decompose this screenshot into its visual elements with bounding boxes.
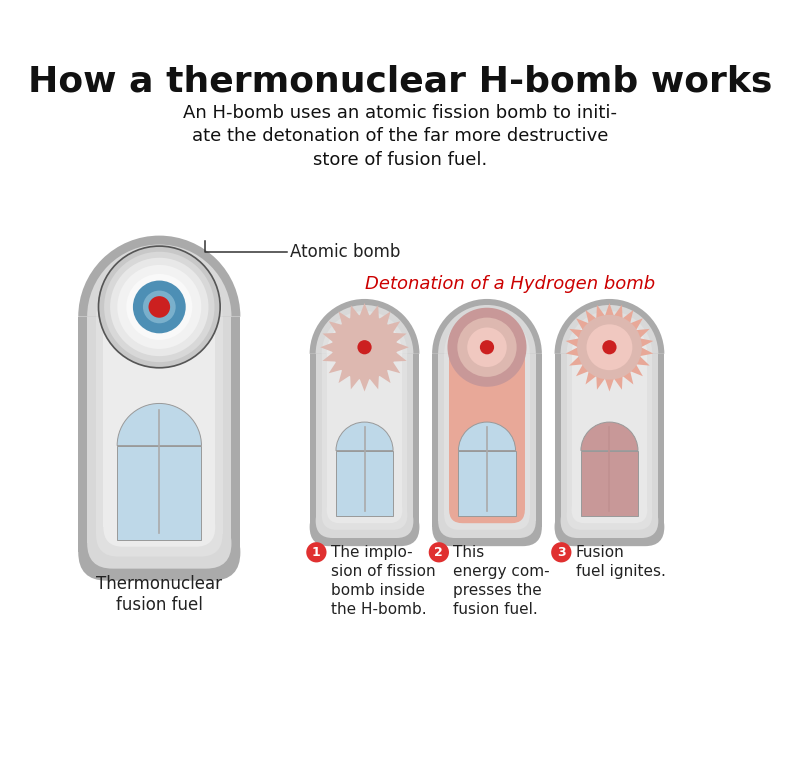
Wedge shape	[96, 254, 222, 317]
FancyBboxPatch shape	[326, 497, 402, 524]
FancyBboxPatch shape	[310, 508, 419, 546]
Text: 3: 3	[557, 546, 566, 559]
Text: This
energy com-
presses the
fusion fuel.: This energy com- presses the fusion fuel…	[454, 544, 550, 618]
Text: How a thermonuclear H-bomb works: How a thermonuclear H-bomb works	[28, 64, 772, 98]
Ellipse shape	[98, 547, 220, 558]
Ellipse shape	[451, 530, 522, 538]
Bar	[554, 354, 664, 527]
Bar	[432, 354, 542, 527]
Bar	[322, 354, 407, 515]
Bar	[444, 354, 530, 515]
Wedge shape	[554, 299, 664, 354]
Circle shape	[118, 265, 202, 349]
Circle shape	[586, 325, 632, 370]
Wedge shape	[103, 261, 215, 317]
Polygon shape	[320, 303, 409, 392]
Bar	[310, 354, 419, 527]
Text: Fusion
fuel ignites.: Fusion fuel ignites.	[576, 544, 666, 579]
Bar	[438, 354, 536, 521]
Circle shape	[332, 315, 397, 379]
Circle shape	[306, 542, 326, 562]
Wedge shape	[561, 305, 658, 354]
Wedge shape	[310, 299, 419, 354]
FancyBboxPatch shape	[438, 503, 536, 538]
Wedge shape	[322, 311, 407, 354]
Circle shape	[99, 247, 219, 367]
Bar	[326, 354, 402, 510]
Text: An H-bomb uses an atomic fission bomb to initi-
ate the detonation of the far mo: An H-bomb uses an atomic fission bomb to…	[183, 104, 617, 169]
Circle shape	[458, 318, 517, 377]
Wedge shape	[449, 316, 525, 354]
Bar	[561, 354, 658, 521]
Bar	[96, 317, 222, 534]
Circle shape	[149, 296, 170, 318]
Circle shape	[429, 542, 449, 562]
Circle shape	[447, 308, 526, 387]
Circle shape	[577, 315, 642, 379]
FancyBboxPatch shape	[96, 512, 222, 557]
Wedge shape	[432, 299, 542, 354]
Bar	[316, 354, 414, 521]
Bar	[117, 446, 202, 540]
FancyBboxPatch shape	[316, 503, 414, 538]
FancyBboxPatch shape	[554, 508, 664, 546]
Circle shape	[480, 340, 494, 355]
FancyBboxPatch shape	[87, 518, 231, 569]
Text: 2: 2	[434, 546, 443, 559]
Bar	[78, 317, 240, 552]
Text: Thermonuclear
fusion fuel: Thermonuclear fusion fuel	[96, 575, 222, 614]
Text: The implo-
sion of fission
bomb inside
the H-bomb.: The implo- sion of fission bomb inside t…	[330, 544, 435, 618]
Circle shape	[126, 274, 192, 340]
Text: 1: 1	[312, 546, 321, 559]
FancyBboxPatch shape	[444, 500, 530, 530]
Bar	[103, 317, 215, 527]
Wedge shape	[571, 316, 647, 354]
FancyBboxPatch shape	[432, 508, 542, 546]
Circle shape	[551, 542, 571, 562]
FancyBboxPatch shape	[566, 500, 652, 530]
Wedge shape	[117, 403, 202, 446]
Wedge shape	[78, 236, 240, 317]
Text: Atomic bomb: Atomic bomb	[290, 244, 401, 261]
Ellipse shape	[574, 530, 645, 538]
Wedge shape	[326, 316, 402, 354]
FancyBboxPatch shape	[571, 497, 647, 524]
FancyBboxPatch shape	[322, 500, 407, 530]
Bar	[336, 450, 393, 516]
FancyBboxPatch shape	[449, 497, 525, 524]
Ellipse shape	[329, 530, 400, 538]
Wedge shape	[444, 311, 530, 354]
Circle shape	[110, 258, 209, 356]
Circle shape	[104, 252, 214, 362]
Bar	[566, 354, 652, 515]
Circle shape	[133, 281, 186, 333]
Circle shape	[143, 291, 176, 323]
FancyBboxPatch shape	[561, 503, 658, 538]
Circle shape	[602, 340, 617, 355]
Text: Detonation of a Hydrogen bomb: Detonation of a Hydrogen bomb	[365, 274, 655, 293]
Bar	[449, 354, 525, 510]
Wedge shape	[87, 244, 231, 317]
Wedge shape	[581, 422, 638, 450]
Circle shape	[467, 328, 506, 367]
FancyBboxPatch shape	[103, 507, 215, 547]
Wedge shape	[336, 422, 393, 450]
Polygon shape	[566, 303, 654, 392]
Bar	[571, 354, 647, 510]
Circle shape	[358, 340, 372, 355]
Wedge shape	[316, 305, 414, 354]
Bar	[458, 450, 515, 516]
Wedge shape	[458, 422, 515, 450]
Bar	[87, 317, 231, 544]
Bar	[581, 450, 638, 516]
Circle shape	[98, 245, 221, 369]
Circle shape	[137, 284, 182, 330]
Wedge shape	[566, 311, 652, 354]
FancyBboxPatch shape	[78, 524, 240, 581]
Wedge shape	[438, 305, 536, 354]
